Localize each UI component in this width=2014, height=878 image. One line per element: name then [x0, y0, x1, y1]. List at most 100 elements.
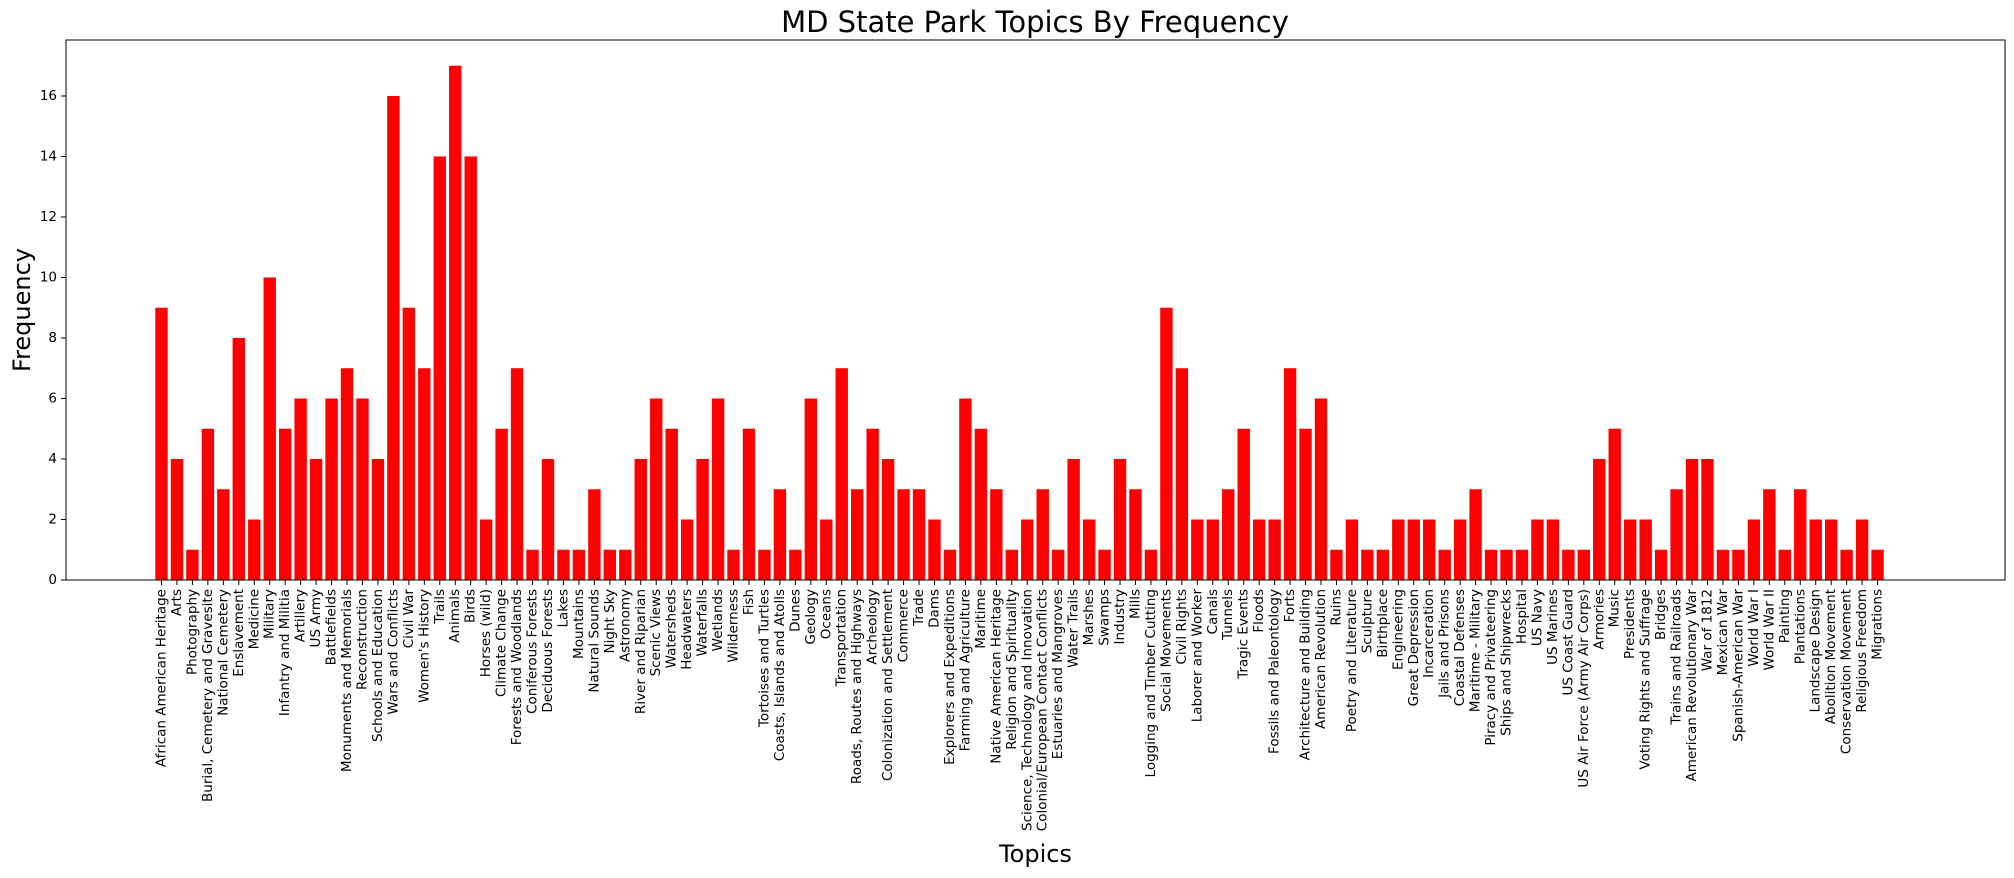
x-tick-label: Forests and Woodlands	[509, 589, 525, 745]
bar	[820, 519, 833, 580]
bar	[1129, 489, 1142, 580]
x-tick-label: Native American Heritage	[988, 589, 1004, 764]
x-tick-label: Night Sky	[602, 589, 618, 653]
bars-group	[155, 65, 1884, 580]
bar	[1423, 519, 1436, 580]
x-tick-label: Watersheds	[664, 589, 680, 668]
bar	[1407, 519, 1420, 580]
x-tick-label: Waterfalls	[695, 589, 711, 656]
bar	[1531, 519, 1544, 580]
bar	[1160, 307, 1173, 580]
bar	[278, 428, 292, 580]
x-tick-label: Ruins	[1328, 589, 1344, 626]
x-tick-label: Women's History	[416, 589, 432, 703]
x-tick-label: Birthplace	[1375, 589, 1391, 658]
bar	[943, 549, 957, 580]
x-tick-label: Medicine	[246, 589, 262, 649]
x-tick-label: Roads, Routes and Highways	[849, 589, 865, 784]
x-tick-label: Industry	[1112, 589, 1128, 645]
y-tick-label: 8	[48, 330, 57, 346]
bar	[1685, 458, 1699, 580]
x-tick-label: Geology	[803, 589, 819, 645]
bar	[851, 489, 864, 580]
x-tick-label: US Army	[308, 589, 324, 647]
bar	[758, 549, 771, 580]
bar	[1624, 519, 1637, 580]
x-tick-label: Civil Rights	[1174, 589, 1190, 665]
y-tick-label: 12	[40, 209, 57, 225]
x-tick-label: Monuments and Memorials	[339, 589, 355, 772]
x-tick-label: Artillery	[293, 589, 309, 642]
x-tick-label: Oceans	[818, 589, 834, 639]
bar	[1191, 519, 1204, 580]
x-tick-label: Trade	[911, 589, 927, 627]
x-tick-label: Tragic Events	[1236, 589, 1252, 680]
bar	[1840, 549, 1853, 580]
bar	[325, 398, 338, 580]
bar	[232, 337, 245, 580]
x-tick-label: World War II	[1761, 589, 1777, 671]
y-tick-label: 14	[40, 148, 57, 164]
x-tick-label: Great Depression	[1406, 589, 1422, 706]
bar	[340, 368, 354, 580]
x-tick-label: Abolition Movement	[1823, 589, 1839, 724]
x-tick-label: Reconstruction	[354, 589, 370, 690]
bar	[1268, 519, 1281, 580]
x-tick-label: Floods	[1251, 589, 1267, 633]
bar	[1299, 428, 1312, 580]
x-tick-label: Science, Technology and Innovation	[1019, 589, 1035, 831]
x-tick-label: Fish	[741, 589, 757, 615]
x-tick-label: Plantations	[1792, 589, 1808, 664]
bar	[680, 519, 694, 580]
x-tick-label: Landscape Design	[1808, 589, 1824, 712]
x-tick-label: Commerce	[896, 589, 912, 662]
bar	[1036, 489, 1049, 580]
bar	[1654, 549, 1668, 580]
x-tick-label: Estuaries and Mangroves	[1050, 589, 1066, 759]
bar	[959, 398, 972, 580]
x-tick-label: Natural Sounds	[586, 589, 602, 693]
y-axis-ticks: 0 2 4 6 8 10 12 14 16	[40, 88, 66, 588]
bar	[1144, 549, 1158, 580]
bar	[201, 428, 215, 580]
bar	[1314, 398, 1328, 580]
bar	[1051, 549, 1065, 580]
x-tick-label: Religion and Spirituality	[1004, 589, 1020, 750]
x-tick-label: Civil War	[401, 589, 417, 649]
bar	[248, 519, 261, 580]
x-tick-label: Sculpture	[1359, 589, 1375, 653]
x-tick-label: Horses (wild)	[478, 589, 494, 677]
x-tick-label: Wilderness	[726, 589, 742, 663]
x-axis-ticks: African American Heritage Arts Photography…	[154, 580, 1886, 831]
x-tick-label: Incarceration	[1421, 589, 1437, 678]
y-tick-label: 0	[48, 572, 57, 588]
x-tick-label: Climate Change	[494, 589, 510, 697]
bar	[1067, 458, 1080, 580]
bar	[1562, 549, 1575, 580]
bar	[572, 549, 586, 580]
bar	[1098, 549, 1111, 580]
x-tick-label: Colonization and Settlement	[880, 589, 896, 781]
y-tick-label: 2	[48, 511, 57, 527]
x-tick-label: Farming and Agriculture	[957, 589, 973, 751]
bar	[433, 156, 446, 580]
x-tick-label: American Revolutionary War	[1684, 589, 1700, 782]
bar	[835, 368, 848, 580]
bar	[1716, 549, 1730, 580]
x-tick-label: Painting	[1777, 589, 1793, 643]
x-tick-label: Schools and Education	[370, 589, 386, 742]
x-tick-label: Mexican War	[1715, 589, 1731, 676]
bar	[1593, 458, 1606, 580]
x-tick-label: Transportation	[834, 589, 850, 687]
x-tick-label: Presidents	[1622, 589, 1638, 659]
x-tick-label: Archeology	[865, 589, 881, 665]
bar	[1732, 549, 1745, 580]
bar	[1222, 489, 1235, 580]
bar	[479, 519, 493, 580]
x-tick-label: Astronomy	[617, 589, 633, 662]
bar	[155, 307, 168, 580]
bar	[1484, 549, 1498, 580]
bar	[402, 307, 416, 580]
x-tick-label: Jails and Prisons	[1437, 589, 1453, 699]
bar	[789, 549, 802, 580]
